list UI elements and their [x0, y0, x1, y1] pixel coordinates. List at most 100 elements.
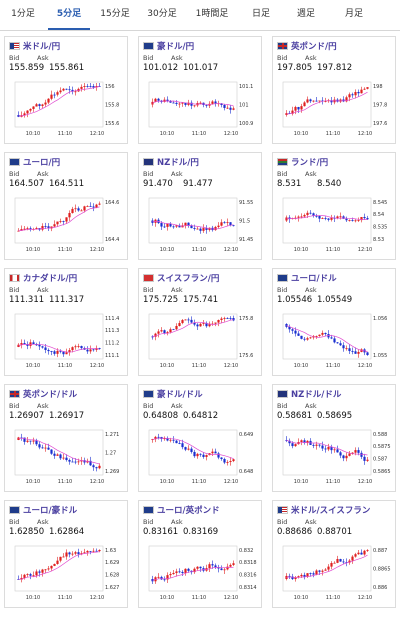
pair-title[interactable]: ユーロ/豪ドル	[9, 504, 125, 516]
pair-name[interactable]: 豪ドル/ドル	[157, 390, 203, 400]
candle-body	[175, 225, 178, 227]
pair-title[interactable]: 英ポンド/ドル	[9, 388, 125, 400]
currency-card[interactable]: NZドル/円 Bid Ask 91.470 91.477 91.55 91.5 91.45 10…	[138, 152, 262, 260]
flag-icon	[9, 506, 20, 514]
pair-title[interactable]: 米ドル/円	[9, 40, 125, 52]
pair-name[interactable]: ユーロ/ドル	[291, 274, 337, 284]
currency-card[interactable]: 豪ドル/ドル Bid Ask 0.64808 0.64812 0.649 0.648 10:1…	[138, 384, 262, 492]
candle-body	[342, 216, 345, 219]
candle-body	[294, 444, 297, 447]
pair-name[interactable]: ユーロ/円	[23, 158, 61, 168]
pair-title[interactable]: カナダドル/円	[9, 272, 125, 284]
pair-title[interactable]: スイスフラン/円	[143, 272, 259, 284]
candle-body	[294, 577, 297, 580]
candle-body	[220, 457, 223, 459]
candlestick-chart[interactable]: 175.8 175.6 10:10 11:10 12:10	[143, 311, 259, 371]
candle-body	[59, 350, 62, 352]
pair-title[interactable]: 英ポンド/円	[277, 40, 393, 52]
candle-body	[56, 221, 59, 225]
pair-title[interactable]: NZドル/円	[143, 156, 259, 168]
currency-card[interactable]: NZドル/ドル Bid Ask 0.58681 0.58695 0.588 0.5875 0.…	[272, 384, 396, 492]
candlestick-chart[interactable]: 1.056 1.055 10:10 11:10 12:10	[277, 311, 393, 371]
x-tick-label: 10:10	[160, 363, 174, 369]
pair-name[interactable]: NZドル/ドル	[291, 390, 342, 400]
candle-body	[306, 440, 309, 443]
candle-body	[339, 452, 342, 456]
currency-card[interactable]: スイスフラン/円 Bid Ask 175.725 175.741 175.8 175.6 10…	[138, 268, 262, 376]
tab-1min[interactable]: 1分足	[11, 9, 35, 19]
candle-body	[315, 444, 318, 446]
pair-name[interactable]: 英ポンド/ドル	[23, 390, 78, 400]
bid-label: Bid	[277, 518, 288, 526]
pair-name[interactable]: カナダドル/円	[23, 274, 78, 284]
candle-body	[333, 562, 336, 564]
candlestick-chart[interactable]: 0.887 0.8865 0.886 10:10 11:10 12:10	[277, 543, 393, 603]
pair-name[interactable]: ユーロ/豪ドル	[23, 506, 78, 516]
pair-title[interactable]: ユーロ/円	[9, 156, 125, 168]
bid-value: 111.311	[9, 295, 45, 305]
currency-card[interactable]: 豪ドル/円 Bid Ask 101.012 101.017 101.1 101 100.9 10…	[138, 36, 262, 144]
pair-name[interactable]: 豪ドル/円	[157, 42, 195, 52]
candlestick-chart[interactable]: 91.55 91.5 91.45 10:10 11:10 12:10	[143, 195, 259, 255]
candlestick-chart[interactable]: 198 197.8 197.6 10:10 11:10 12:10	[277, 79, 393, 139]
pair-name[interactable]: NZドル/円	[157, 158, 199, 168]
pair-title[interactable]: 豪ドル/ドル	[143, 388, 259, 400]
candlestick-chart[interactable]: 111.4 111.3 111.2 111.1 10:10 11:10 12:10	[9, 311, 125, 371]
pair-title[interactable]: NZドル/ドル	[277, 388, 393, 400]
candle-body	[199, 453, 202, 455]
candlestick-chart[interactable]: 8.545 8.54 8.535 8.53 10:10 11:10 12:10	[277, 195, 393, 255]
candle-body	[98, 550, 101, 552]
candle-body	[98, 348, 101, 350]
candlestick-chart[interactable]: 164.6 164.4 10:10 11:10 12:10	[9, 195, 125, 255]
currency-card[interactable]: 米ドル/円 Bid Ask 155.859 155.861 156 155.8 155.6 10…	[4, 36, 128, 144]
tab-5min[interactable]: 5分足	[48, 0, 90, 30]
pair-title[interactable]: ランド/円	[277, 156, 393, 168]
currency-card[interactable]: 英ポンド/円 Bid Ask 197.805 197.812 198 197.8 197.6 1…	[272, 36, 396, 144]
candlestick-chart[interactable]: 0.649 0.648 10:10 11:10 12:10	[143, 427, 259, 487]
candle-body	[56, 560, 59, 564]
tab-1hour[interactable]: 1時間足	[195, 9, 229, 19]
tab-weekly[interactable]: 週足	[296, 9, 315, 19]
candlestick-chart[interactable]: 156 155.8 155.6 10:10 11:10 12:10	[9, 79, 125, 139]
pair-name[interactable]: ユーロ/英ポンド	[157, 506, 220, 516]
candle-body	[163, 438, 166, 440]
tab-15min[interactable]: 15分足	[100, 9, 130, 19]
candle-body	[74, 208, 77, 210]
currency-card[interactable]: ランド/円 Bid Ask 8.531 8.540 8.545 8.54 8.535 8.53 1…	[272, 152, 396, 260]
pair-name[interactable]: ランド/円	[291, 158, 329, 168]
x-tick-label: 11:10	[326, 247, 340, 253]
pair-title[interactable]: 豪ドル/円	[143, 40, 259, 52]
candlestick-chart[interactable]: 0.588 0.5875 0.587 0.5865 10:10 11:10 12:10	[277, 427, 393, 487]
currency-card[interactable]: ユーロ/英ポンド Bid Ask 0.83161 0.83169 0.832 0.8318 0…	[138, 500, 262, 608]
pair-title[interactable]: ユーロ/ドル	[277, 272, 393, 284]
pair-name[interactable]: 米ドル/円	[23, 42, 61, 52]
flag-icon	[277, 506, 288, 514]
candle-body	[181, 443, 184, 448]
currency-card[interactable]: ユーロ/ドル Bid Ask 1.05546 1.05549 1.056 1.055 10:1…	[272, 268, 396, 376]
candlestick-chart[interactable]: 1.271 1.27 1.269 10:10 11:10 12:10	[9, 427, 125, 487]
pair-name[interactable]: 英ポンド/円	[291, 42, 337, 52]
tab-30min[interactable]: 30分足	[147, 9, 177, 19]
price-labels: Bid Ask	[9, 402, 125, 411]
currency-card[interactable]: カナダドル/円 Bid Ask 111.311 111.317 111.4 111.3 111…	[4, 268, 128, 376]
plot-frame	[148, 429, 238, 476]
price-labels: Bid Ask	[277, 518, 393, 527]
pair-title[interactable]: ユーロ/英ポンド	[143, 504, 259, 516]
currency-card[interactable]: 米ドル/スイスフラン Bid Ask 0.88686 0.88701 0.887 0.886…	[272, 500, 396, 608]
currency-card[interactable]: 英ポンド/ドル Bid Ask 1.26907 1.26917 1.271 1.27 1.26…	[4, 384, 128, 492]
pair-name[interactable]: スイスフラン/円	[157, 274, 220, 284]
candlestick-chart[interactable]: 1.63 1.629 1.628 1.627 10:10 11:10 12:10	[9, 543, 125, 603]
tab-monthly[interactable]: 月足	[344, 9, 363, 19]
candlestick-chart[interactable]: 0.832 0.8318 0.8316 0.8314 10:10 11:10 12:10	[143, 543, 259, 603]
currency-card[interactable]: ユーロ/豪ドル Bid Ask 1.62850 1.62864 1.63 1.629 1.62…	[4, 500, 128, 608]
candlestick-chart[interactable]: 101.1 101 100.9 10:10 11:10 12:10	[143, 79, 259, 139]
currency-card[interactable]: ユーロ/円 Bid Ask 164.507 164.511 164.6 164.4 10:10…	[4, 152, 128, 260]
pair-name[interactable]: 米ドル/スイスフラン	[291, 506, 371, 516]
candle-body	[208, 103, 211, 106]
tab-daily[interactable]: 日足	[251, 9, 270, 19]
candle-body	[178, 443, 181, 444]
candle-body	[50, 565, 53, 569]
pair-title[interactable]: 米ドル/スイスフラン	[277, 504, 393, 516]
moving-average-line	[18, 343, 100, 353]
candle-body	[229, 318, 232, 319]
